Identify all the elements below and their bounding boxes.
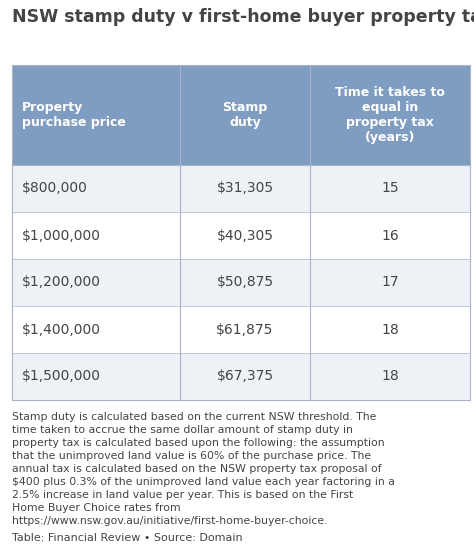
Text: that the unimproved land value is 60% of the purchase price. The: that the unimproved land value is 60% of… [12, 451, 371, 461]
Text: Home Buyer Choice rates from: Home Buyer Choice rates from [12, 503, 181, 513]
Text: $800,000: $800,000 [22, 181, 88, 196]
Text: NSW stamp duty v first-home buyer property tax: NSW stamp duty v first-home buyer proper… [12, 8, 474, 26]
Text: Property
purchase price: Property purchase price [22, 101, 126, 129]
Text: 2.5% increase in land value per year. This is based on the First: 2.5% increase in land value per year. Th… [12, 490, 353, 500]
Bar [12, 165, 470, 212]
Text: $67,375: $67,375 [217, 369, 273, 383]
Text: $1,000,000: $1,000,000 [22, 228, 101, 243]
Text: Stamp duty is calculated based on the current NSW threshold. The: Stamp duty is calculated based on the cu… [12, 412, 376, 422]
Bar [12, 353, 470, 400]
Text: $400 plus 0.3% of the unimproved land value each year factoring in a: $400 plus 0.3% of the unimproved land va… [12, 477, 395, 487]
Text: https://www.nsw.gov.au/initiative/first-home-buyer-choice.: https://www.nsw.gov.au/initiative/first-… [12, 516, 328, 526]
Text: annual tax is calculated based on the NSW property tax proposal of: annual tax is calculated based on the NS… [12, 464, 382, 474]
Text: $1,400,000: $1,400,000 [22, 322, 101, 336]
Text: $61,875: $61,875 [216, 322, 273, 336]
Text: 17: 17 [381, 275, 399, 290]
Text: $1,500,000: $1,500,000 [22, 369, 101, 383]
Text: property tax is calculated based upon the following: the assumption: property tax is calculated based upon th… [12, 438, 384, 448]
Text: 15: 15 [381, 181, 399, 196]
Text: Table: Financial Review • Source: Domain: Table: Financial Review • Source: Domain [12, 533, 243, 543]
Text: Stamp
duty: Stamp duty [222, 101, 268, 129]
Text: $50,875: $50,875 [217, 275, 273, 290]
Text: $40,305: $40,305 [217, 228, 273, 243]
Bar [12, 212, 470, 259]
Text: 16: 16 [381, 228, 399, 243]
Bar [12, 306, 470, 353]
Text: time taken to accrue the same dollar amount of stamp duty in: time taken to accrue the same dollar amo… [12, 425, 353, 435]
Text: Time it takes to
equal in
property tax
(years): Time it takes to equal in property tax (… [335, 86, 445, 144]
Text: $31,305: $31,305 [217, 181, 273, 196]
Text: 18: 18 [381, 322, 399, 336]
Text: $1,200,000: $1,200,000 [22, 275, 101, 290]
Text: 18: 18 [381, 369, 399, 383]
Bar [12, 65, 470, 165]
Bar [12, 259, 470, 306]
